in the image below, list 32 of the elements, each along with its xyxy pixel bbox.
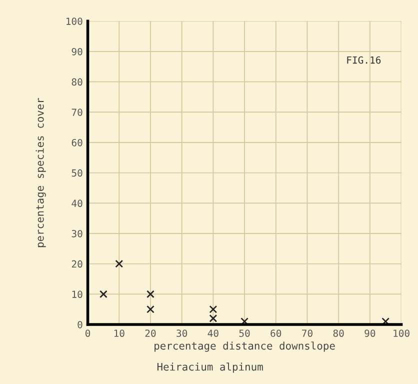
point: [209, 305, 218, 314]
y-tick-label: 30: [72, 230, 82, 238]
x-tick-label: 70: [302, 330, 312, 337]
y-tick-label: 50: [72, 169, 82, 177]
x-tick-label: 80: [333, 330, 344, 337]
x-tick-label: 40: [208, 330, 218, 337]
point: [115, 260, 124, 268]
text: Heiracium alpinum: [157, 362, 263, 373]
x-axis-title: percentage distance downslope: [154, 342, 335, 352]
x-tick-label: 50: [239, 330, 250, 337]
x-tick-label: 20: [145, 330, 156, 337]
point: [100, 290, 108, 298]
point: [146, 290, 154, 298]
y-tick-label: 80: [72, 78, 82, 86]
annotation: FIG.16: [347, 56, 381, 64]
x-tick-label: 100: [394, 330, 410, 337]
y-tick-label: 20: [72, 260, 82, 268]
x-tick-label: 10: [114, 330, 124, 337]
x-tick-label: 0: [85, 330, 90, 337]
y-tick-label: 90: [72, 48, 82, 56]
x-tick-label: 90: [364, 330, 376, 337]
point: [209, 314, 218, 322]
y-tick-label: 0: [78, 320, 82, 328]
y-tick-label: 70: [72, 108, 82, 116]
point: [146, 305, 154, 314]
y-tick-label: 60: [72, 138, 82, 146]
y-tick-label: 40: [72, 200, 82, 207]
y-tick-label: 100: [66, 18, 82, 25]
y-axis-title: percentage species cover: [36, 98, 46, 248]
y-tick-label: 10: [72, 290, 82, 298]
x-tick-label: 30: [176, 330, 188, 337]
x-tick-label: 60: [270, 330, 282, 337]
